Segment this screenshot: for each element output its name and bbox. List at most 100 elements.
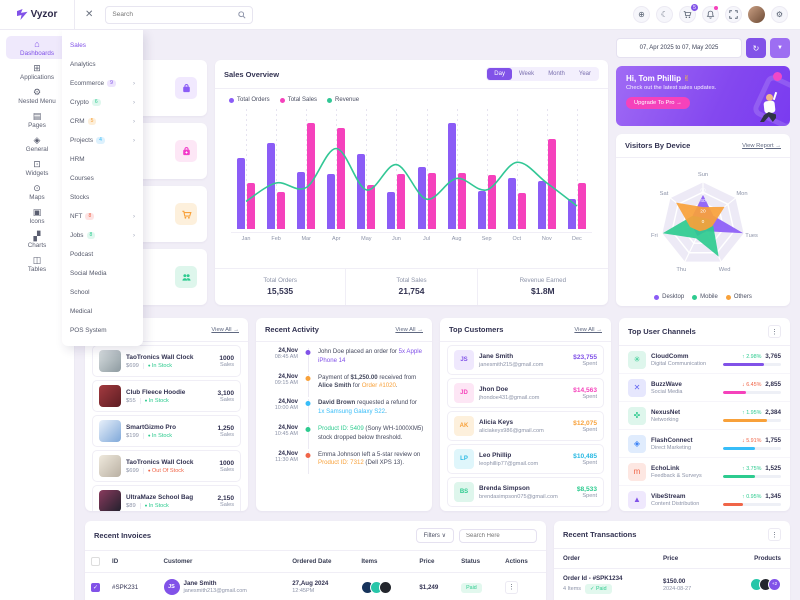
flyout-menu-item[interactable]: School: [62, 283, 143, 302]
sales-total-value: $1.8M: [531, 286, 555, 296]
channel-value: 1,755: [765, 437, 781, 444]
legend-label: Mobile: [700, 294, 718, 300]
channel-value: 3,765: [765, 353, 781, 360]
channels-menu-button[interactable]: ⋮: [768, 325, 781, 338]
activity-text-segment: Emma Johnson left a 5-star review on: [318, 450, 421, 458]
sidebar-item[interactable]: ⊙ Maps: [6, 180, 69, 203]
language-button[interactable]: ⊕: [633, 6, 650, 23]
flyout-menu-item[interactable]: Medical: [62, 302, 143, 321]
select-all-checkbox[interactable]: [91, 557, 100, 566]
gridline: [276, 109, 278, 229]
transaction-products: +2: [733, 578, 781, 591]
activity-time: 11:30 AM: [275, 456, 298, 463]
flyout-menu-item[interactable]: Stocks: [62, 188, 143, 207]
sidebar-item[interactable]: ⊞ Applications: [6, 60, 69, 83]
brand-logo[interactable]: Vyzor: [0, 0, 75, 30]
menu-close-button[interactable]: ✕: [85, 9, 94, 20]
top-customers-title: Top Customers: [449, 325, 504, 334]
flyout-menu-item[interactable]: Projects 4 ›: [62, 131, 143, 150]
view-all-link[interactable]: View All →: [574, 326, 602, 333]
invoice-items-avatars: [361, 580, 407, 594]
sidebar-item[interactable]: ⚙ Nested Menu: [6, 84, 69, 107]
sales-total-value: 21,754: [398, 286, 425, 296]
flyout-menu-item[interactable]: Podcast: [62, 245, 143, 264]
sidebar-item[interactable]: ◈ General: [6, 132, 69, 155]
view-all-link[interactable]: View All →: [395, 326, 423, 333]
flyout-menu-item[interactable]: Jobs 8 ›: [62, 226, 143, 245]
flyout-menu-item[interactable]: Crypto 6 ›: [62, 93, 143, 112]
search-icon: [238, 10, 246, 19]
channel-progress-fill: [723, 503, 744, 506]
filter-button[interactable]: ▼: [770, 38, 790, 58]
flyout-menu-item[interactable]: HRM: [62, 150, 143, 169]
period-tab[interactable]: Day: [487, 68, 512, 80]
product-sales-label: Sales: [220, 431, 234, 438]
invoice-actions-button[interactable]: ⋮: [505, 580, 519, 594]
cart-icon: [175, 203, 197, 225]
sidebar-item-icon: ⊡: [33, 159, 41, 169]
upgrade-pro-button[interactable]: Upgrade To Pro →: [626, 97, 690, 109]
bar-total-sales: [457, 172, 466, 229]
activity-text-segment: .: [385, 408, 387, 416]
invoice-customer-avatar: JS: [163, 579, 180, 595]
product-sales-value: 3,100: [217, 389, 234, 397]
customer-row: JS Jane Smith janesmith215@gmail.com $23…: [447, 345, 604, 375]
product-sales-value: 1000: [219, 354, 234, 362]
more-products-badge: +2: [768, 578, 781, 591]
product-sales-label: Sales: [220, 501, 234, 508]
activity-text-segment: Alice Smith: [318, 382, 352, 390]
flyout-menu-item[interactable]: CRM 5 ›: [62, 112, 143, 131]
top-header: Vyzor ✕ ⊕ ☾ 5: [0, 0, 800, 30]
channel-logo: ◈: [628, 434, 646, 453]
flyout-menu-item[interactable]: Ecommerce 9 ›: [62, 74, 143, 93]
channel-description: Direct Marketing: [651, 444, 692, 451]
row-checkbox[interactable]: ✓: [91, 582, 100, 592]
sidebar-item[interactable]: ⊡ Widgets: [6, 156, 69, 179]
view-all-link[interactable]: View All →: [211, 326, 239, 333]
waving-hand-icon: ✌: [683, 74, 690, 83]
activity-text-segment: Order #1020: [361, 382, 396, 390]
product-image: [99, 350, 121, 372]
sidebar-item[interactable]: ▣ Icons: [6, 204, 69, 227]
timeline-dot: [305, 426, 311, 432]
sidebar-item[interactable]: ◫ Tables: [6, 252, 69, 275]
bar-total-orders: [357, 154, 366, 229]
flyout-item-badge: 9: [107, 80, 116, 87]
date-range-input[interactable]: 07, Apr 2025 to 07, May 2025: [616, 38, 742, 58]
settings-button[interactable]: ⚙: [771, 6, 788, 23]
svg-text:60: 60: [700, 187, 706, 193]
recent-invoices-card: Recent Invoices Filters ∨ IDCustomerOrde…: [85, 521, 546, 600]
transactions-menu-button[interactable]: ⋮: [768, 528, 781, 541]
sidebar-item[interactable]: ▤ Pages: [6, 108, 69, 131]
channel-progress-track: [723, 475, 781, 478]
global-search[interactable]: [105, 5, 254, 24]
fullscreen-button[interactable]: [725, 6, 742, 23]
period-tab[interactable]: Year: [578, 71, 591, 77]
view-report-link[interactable]: View Report →: [742, 142, 781, 149]
sidebar-item[interactable]: ▞ Charts: [6, 228, 69, 251]
visitors-by-device-card: Visitors By Device View Report → Sun Mon T…: [616, 134, 790, 306]
cart-button[interactable]: 5: [679, 4, 698, 23]
flyout-menu-item[interactable]: POS System: [62, 321, 143, 340]
radar-legend: Desktop Mobile Others: [616, 294, 790, 306]
invoices-search-input[interactable]: [459, 528, 537, 543]
flyout-menu-item[interactable]: Sales: [62, 36, 143, 55]
profile-avatar[interactable]: [748, 6, 765, 23]
filters-button[interactable]: Filters ∨: [415, 528, 454, 543]
refresh-button[interactable]: ↻: [746, 38, 766, 58]
period-tab[interactable]: Month: [548, 71, 565, 77]
flyout-menu-item[interactable]: NFT 8 ›: [62, 207, 143, 226]
flyout-menu-item[interactable]: Courses: [62, 169, 143, 188]
sales-total-label: Revenue Earned: [519, 277, 567, 284]
search-input[interactable]: [112, 11, 239, 18]
notifications-button[interactable]: [702, 6, 719, 23]
channel-change-pct: ↑ 3.75%: [741, 466, 762, 472]
flyout-menu-item[interactable]: Analytics: [62, 55, 143, 74]
sidebar-item[interactable]: ⌂ Dashboards: [5, 36, 69, 59]
period-tab[interactable]: Week: [518, 71, 535, 77]
gridline: [306, 109, 308, 229]
channel-progress-track: [723, 503, 781, 506]
dark-mode-button[interactable]: ☾: [656, 6, 673, 23]
sidebar-item-icon: ◫: [32, 255, 42, 265]
flyout-menu-item[interactable]: Social Media: [62, 264, 143, 283]
